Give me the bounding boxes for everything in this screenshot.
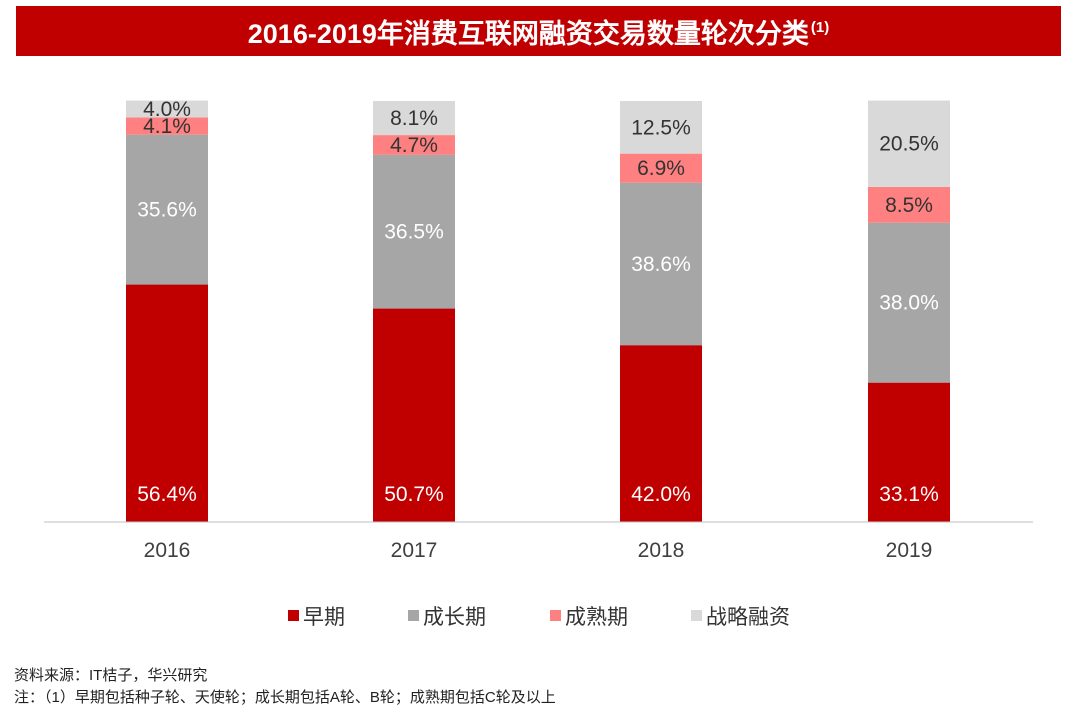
bar-segment-2018-3 [620, 101, 702, 154]
source-note: 资料来源：IT桔子，华兴研究 [14, 667, 208, 684]
data-label-2019-0: 33.1% [879, 483, 939, 506]
bar-segment-2019-1 [868, 222, 950, 383]
legend-swatch-0 [288, 610, 299, 621]
bar-segment-2019-0 [868, 382, 950, 522]
data-label-2018-0: 42.0% [631, 483, 691, 506]
bar-segment-2019-2 [868, 186, 950, 223]
bar-segment-2016-2 [126, 117, 208, 135]
data-label-2018-3: 12.5% [631, 116, 691, 139]
data-label-2018-2: 6.9% [637, 157, 685, 180]
chart-title-bar: 2016-2019年消费互联网融资交易数量轮次分类 (1) [16, 6, 1061, 56]
bar-segment-2016-1 [126, 134, 208, 285]
x-tick-label-2017: 2017 [391, 539, 438, 562]
bar-segment-2017-3 [373, 101, 455, 136]
bar-segment-2017-0 [373, 308, 455, 522]
x-tick-label-2019: 2019 [886, 539, 933, 562]
legend-swatch-1 [408, 610, 419, 621]
bar-segment-2017-1 [373, 154, 455, 309]
data-label-2018-1: 38.6% [631, 253, 691, 276]
data-label-2016-3: 4.0% [143, 98, 191, 121]
data-label-2016-2: 4.1% [143, 115, 191, 138]
footnote: 注：（1）早期包括种子轮、天使轮；成长期包括A轮、B轮；成熟期包括C轮及以上 [14, 689, 556, 706]
legend-label-1: 成长期 [423, 606, 486, 629]
data-label-2017-3: 8.1% [390, 107, 438, 130]
legend-label-2: 成熟期 [565, 606, 628, 629]
chart-title: 2016-2019年消费互联网融资交易数量轮次分类 [247, 18, 809, 49]
data-label-2016-0: 56.4% [137, 483, 197, 506]
bar-segment-2018-1 [620, 182, 702, 346]
data-label-2017-1: 36.5% [384, 221, 444, 244]
bar-segment-2016-0 [126, 284, 208, 522]
bar-segment-2016-3 [126, 100, 208, 118]
legend-swatch-2 [550, 610, 561, 621]
data-label-2019-3: 20.5% [879, 133, 939, 156]
x-tick-label-2018: 2018 [638, 539, 685, 562]
bar-segment-2017-2 [373, 135, 455, 155]
bar-segment-2018-0 [620, 345, 702, 522]
title-note-marker: (1) [810, 18, 830, 36]
legend-swatch-3 [691, 610, 702, 621]
data-label-2017-0: 50.7% [384, 483, 444, 506]
legend-label-0: 早期 [303, 606, 345, 629]
x-tick-label-2016: 2016 [144, 539, 191, 562]
data-label-2019-2: 8.5% [885, 194, 933, 217]
bar-segment-2019-3 [868, 100, 950, 187]
data-label-2016-1: 35.6% [137, 199, 197, 222]
legend-label-3: 战略融资 [706, 606, 790, 629]
data-label-2017-2: 4.7% [390, 134, 438, 157]
data-label-2019-1: 38.0% [879, 292, 939, 315]
bar-segment-2018-2 [620, 153, 702, 183]
